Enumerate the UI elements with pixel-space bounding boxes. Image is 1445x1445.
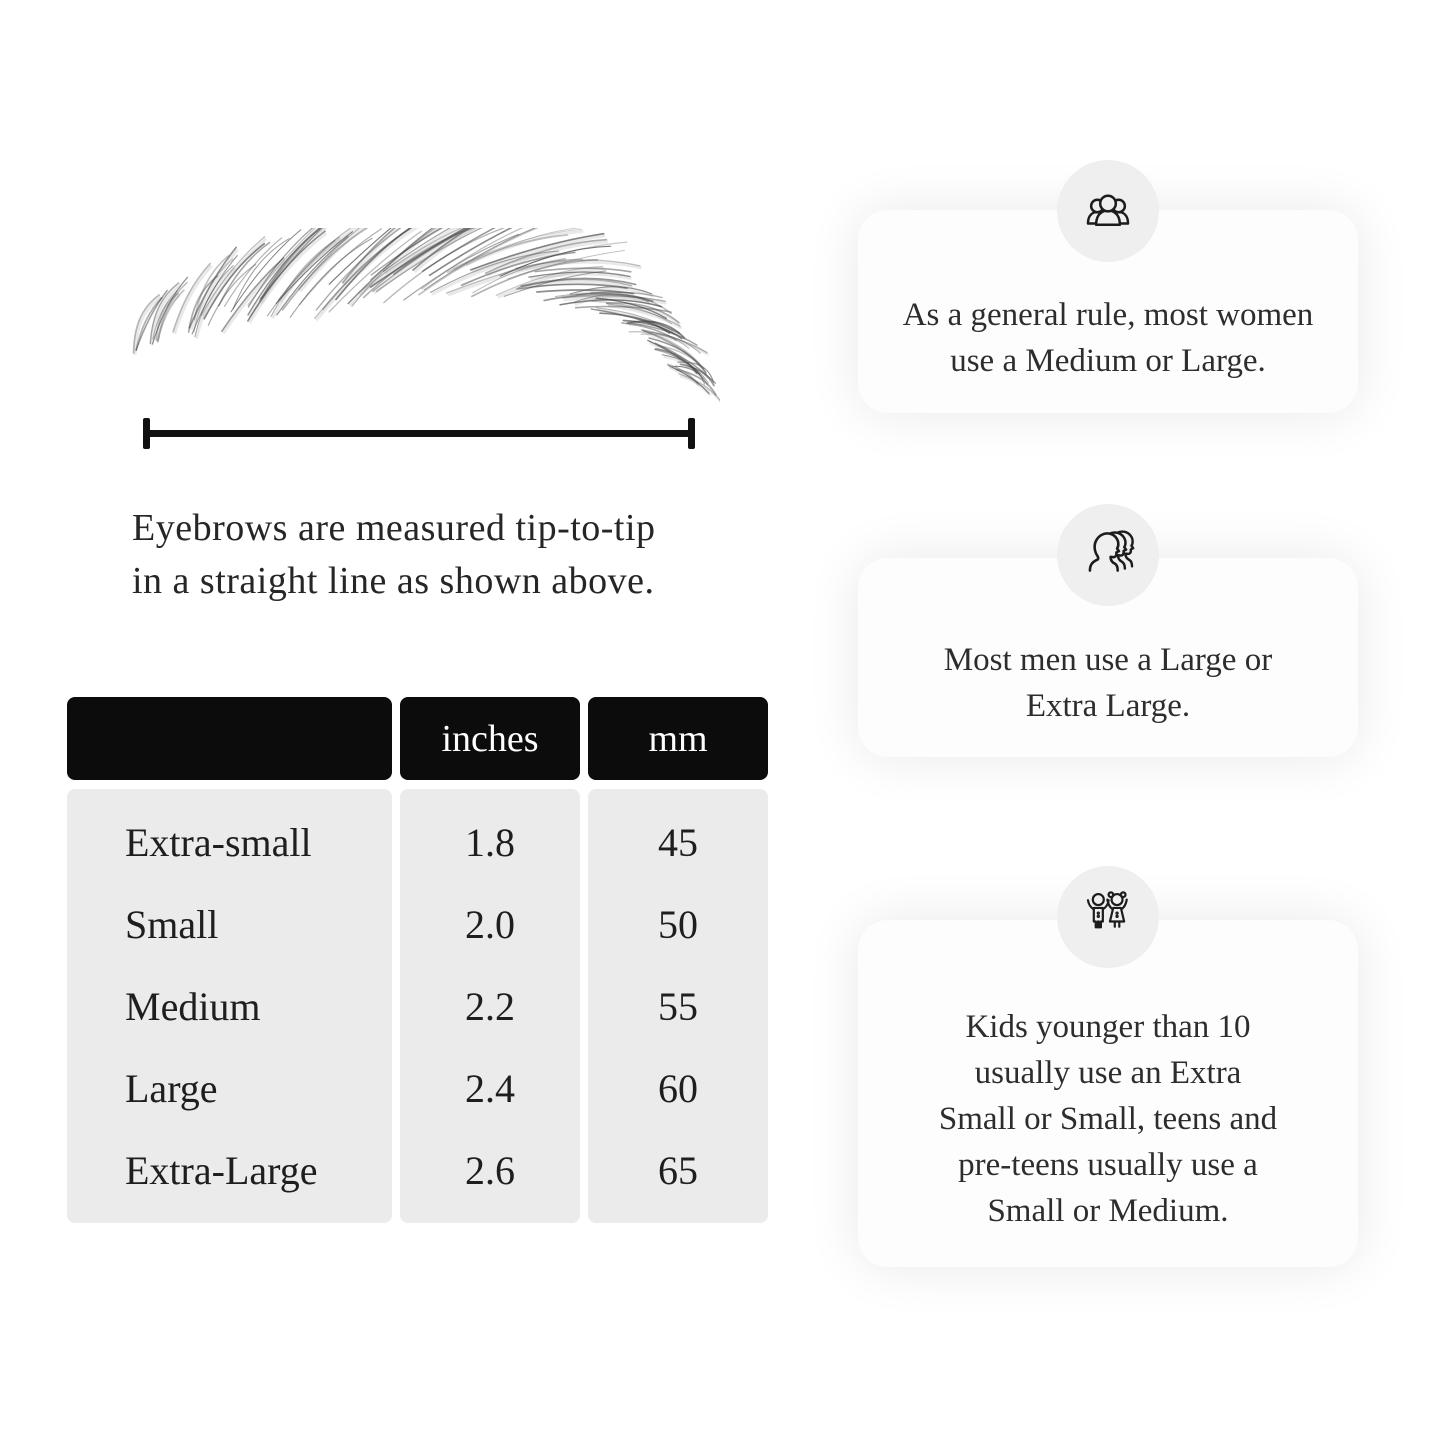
mm-value: 55 [658,983,698,1029]
size-table-header-mm: mm [588,697,768,780]
women-group-icon [1086,194,1130,226]
card-text-line: Small or Medium. [987,1193,1229,1229]
card-text-line: As a general rule, most women [902,296,1314,333]
size-table-mm-column: mm 45 50 55 60 65 [588,697,768,1223]
card-text-line: Kids younger than 10 [965,1009,1251,1045]
size-table-label-column: Extra-small Small Medium Large Extra-Lar… [67,697,392,1223]
mm-value: 60 [658,1065,698,1111]
size-table-mm-body: 45 50 55 60 65 [588,789,768,1223]
size-table-label-body: Extra-small Small Medium Large Extra-Lar… [67,789,392,1223]
inches-value: 2.2 [465,983,515,1029]
size-label: Extra-Large [125,1147,318,1193]
info-card-kids: Kids younger than 10 usually use an Extr… [858,920,1358,1267]
inches-value: 2.4 [465,1065,515,1111]
size-table: Extra-small Small Medium Large Extra-Lar… [67,697,768,1223]
size-table-header-blank [67,697,392,780]
measurement-line [146,430,692,437]
info-card-women-text: As a general rule, most women use a Medi… [878,262,1338,413]
men-icon-circle [1057,504,1159,606]
kids-icon [1086,891,1128,929]
card-text-line: Small or Small, teens and [938,1101,1278,1137]
men-group-icon [1088,530,1135,572]
size-table-inches-body: 1.8 2.0 2.2 2.4 2.6 [400,789,580,1223]
inches-value: 2.6 [465,1147,515,1193]
mm-value: 50 [658,901,698,947]
card-text-line: use a Medium or Large. [950,342,1266,379]
size-label: Medium [125,983,261,1029]
mm-value: 65 [658,1147,698,1193]
measurement-line-left-cap [143,418,150,449]
size-label: Small [125,901,219,947]
inches-value: 2.0 [465,901,515,947]
info-card-kids-text: Kids younger than 10 usually use an Extr… [878,971,1338,1267]
size-table-header-inches: inches [400,697,580,780]
size-label: Large [125,1065,218,1111]
info-card-men-text: Most men use a Large or Extra Large. [878,608,1338,757]
caption-line-1: Eyebrows are measured tip-to-tip [132,507,656,549]
card-text-line: usually use an Extra [974,1055,1242,1091]
measurement-line-right-cap [688,418,695,449]
measurement-caption: Eyebrows are measured tip-to-tip in a st… [132,502,742,608]
card-text-line: Extra Large. [1025,687,1191,724]
caption-line-2: in a straight line as shown above. [132,560,655,602]
women-icon-circle [1057,160,1159,262]
card-text-line: Most men use a Large or [943,641,1273,678]
card-text-line: pre-teens usually use a [958,1147,1258,1183]
inches-value: 1.8 [465,819,515,865]
eyebrow-illustration [132,228,720,403]
kids-icon-circle [1057,866,1159,968]
size-table-inches-column: inches 1.8 2.0 2.2 2.4 2.6 [400,697,580,1223]
size-label: Extra-small [125,819,312,865]
mm-value: 45 [658,819,698,865]
